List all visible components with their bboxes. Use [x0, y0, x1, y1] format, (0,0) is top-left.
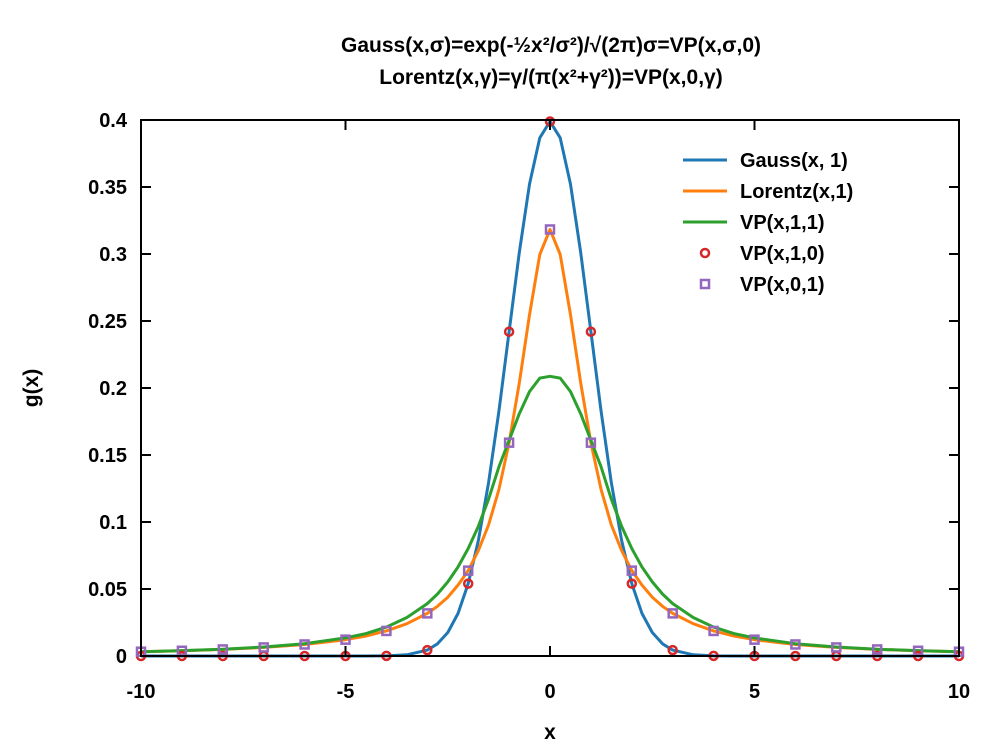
point-vp-x-0-1 [462, 565, 474, 576]
x-tick-label: -5 [337, 681, 355, 703]
series-line-vp-x-1-1 [140, 374, 960, 654]
point-vp-x-0-1 [544, 224, 556, 235]
legend-swatch-vp-x-0-1 [699, 278, 711, 290]
y-tick-label: 0.15 [88, 445, 127, 467]
point-vp-x-0-1 [667, 608, 678, 619]
point-vp-x-0-1 [749, 634, 760, 645]
point-vp-x-0-1 [790, 639, 801, 650]
x-tick-label: -10 [127, 681, 156, 703]
point-vp-x-0-1 [871, 644, 883, 655]
ticks-layer: -10 -5 0 5 10 0 0.05 0.1 0.15 0.2 0.25 0.3 0.35 0.4 [88, 110, 970, 703]
point-vp-x-0-1 [217, 644, 229, 655]
y-tick-label: 0.1 [99, 512, 127, 534]
point-vp-x-0-1 [381, 625, 392, 637]
point-vp-x-0-1 [258, 642, 269, 653]
y-axis-label: g(x) [20, 369, 43, 408]
plot-frame [140, 119, 960, 657]
point-vp-x-0-1 [176, 645, 188, 657]
legend-label-vp-x-1-0: VP(x,1,0) [740, 243, 824, 265]
point-vp-x-0-1 [626, 565, 638, 576]
point-vp-x-0-1 [585, 437, 597, 448]
point-vp-x-1-0 [503, 326, 515, 337]
x-tick-label: 10 [948, 681, 970, 703]
legend-swatch-vp-x-1-0 [699, 247, 711, 259]
point-vp-x-0-1 [708, 625, 719, 637]
y-tick-label: 0.05 [88, 579, 127, 601]
point-vp-x-0-1 [422, 608, 433, 619]
point-vp-x-1-0 [626, 578, 638, 589]
point-vp-x-0-1 [503, 437, 515, 448]
legend-label-vp-x-0-1: VP(x,0,1) [740, 274, 824, 296]
chart-title-line2: Lorentz(x,γ)=γ/(π(x²+γ²))=VP(x,0,γ) [379, 66, 722, 89]
y-tick-label: 0.4 [99, 110, 128, 132]
y-tick-label: 0.35 [88, 177, 127, 199]
y-tick-label: 0.3 [99, 244, 127, 266]
y-tick-label: 0 [116, 646, 127, 668]
legend-label-lorentz-x-1: Lorentz(x,1) [740, 181, 853, 203]
chart-title-line1: Gauss(x,σ)=exp(-½x²/σ²)/√(2π)σ=VP(x,σ,0) [341, 34, 761, 57]
x-tick-label: 0 [544, 681, 555, 703]
point-vp-x-0-1 [299, 639, 310, 650]
x-axis-label: x [544, 721, 556, 744]
legend-label-vp-x-1-1: VP(x,1,1) [740, 212, 824, 234]
x-tick-label: 5 [749, 681, 760, 703]
point-vp-x-0-1 [340, 634, 351, 645]
point-vp-x-1-0 [422, 644, 433, 656]
point-vp-x-1-0 [462, 578, 474, 589]
y-tick-label: 0.25 [88, 311, 127, 333]
series-line-lorentz-x-1 [140, 228, 960, 654]
point-vp-x-1-0 [667, 644, 678, 656]
legend: Gauss(x, 1) Lorentz(x,1) VP(x,1,1) VP(x,1,0… [683, 150, 853, 296]
y-tick-label: 0.2 [99, 378, 127, 400]
point-vp-x-1-0 [585, 326, 597, 337]
legend-label-gauss-x-1: Gauss(x, 1) [740, 150, 848, 172]
point-vp-x-0-1 [831, 642, 842, 653]
point-vp-x-0-1 [912, 645, 924, 657]
